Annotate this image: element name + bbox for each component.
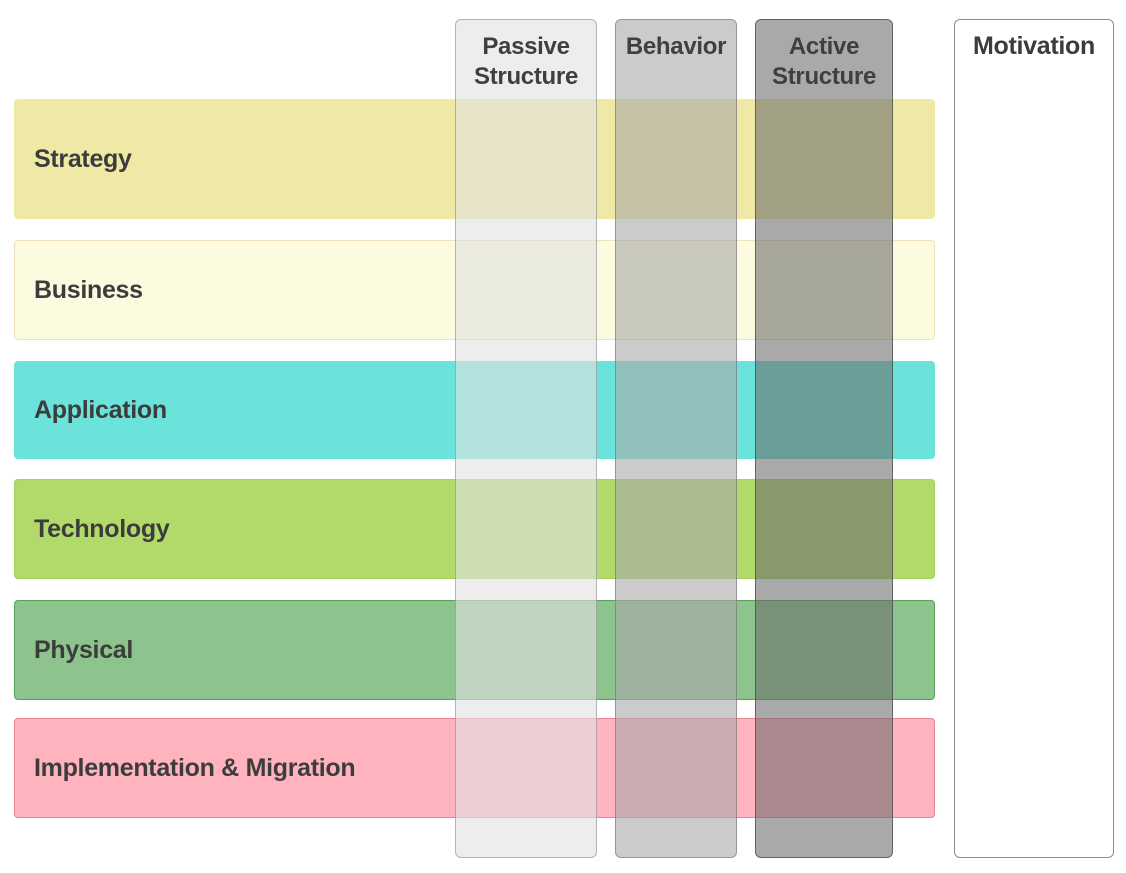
layer-label-technology: Technology — [34, 514, 170, 543]
aspect-column-behavior: Behavior — [615, 19, 737, 858]
layer-label-implementation-migration: Implementation & Migration — [34, 753, 356, 782]
layer-label-application: Application — [34, 395, 167, 424]
aspect-label-active-structure: Active Structure — [772, 33, 876, 90]
aspect-label-passive-structure: Passive Structure — [474, 33, 578, 90]
motivation-label: Motivation — [973, 32, 1095, 60]
layer-label-strategy: Strategy — [34, 144, 132, 173]
aspect-column-active-structure: Active Structure — [755, 19, 893, 858]
layer-label-business: Business — [34, 275, 143, 304]
aspect-label-behavior: Behavior — [625, 33, 727, 60]
motivation-box: Motivation — [954, 19, 1114, 858]
aspect-column-passive-structure: Passive Structure — [455, 19, 597, 858]
layer-label-physical: Physical — [34, 635, 134, 664]
